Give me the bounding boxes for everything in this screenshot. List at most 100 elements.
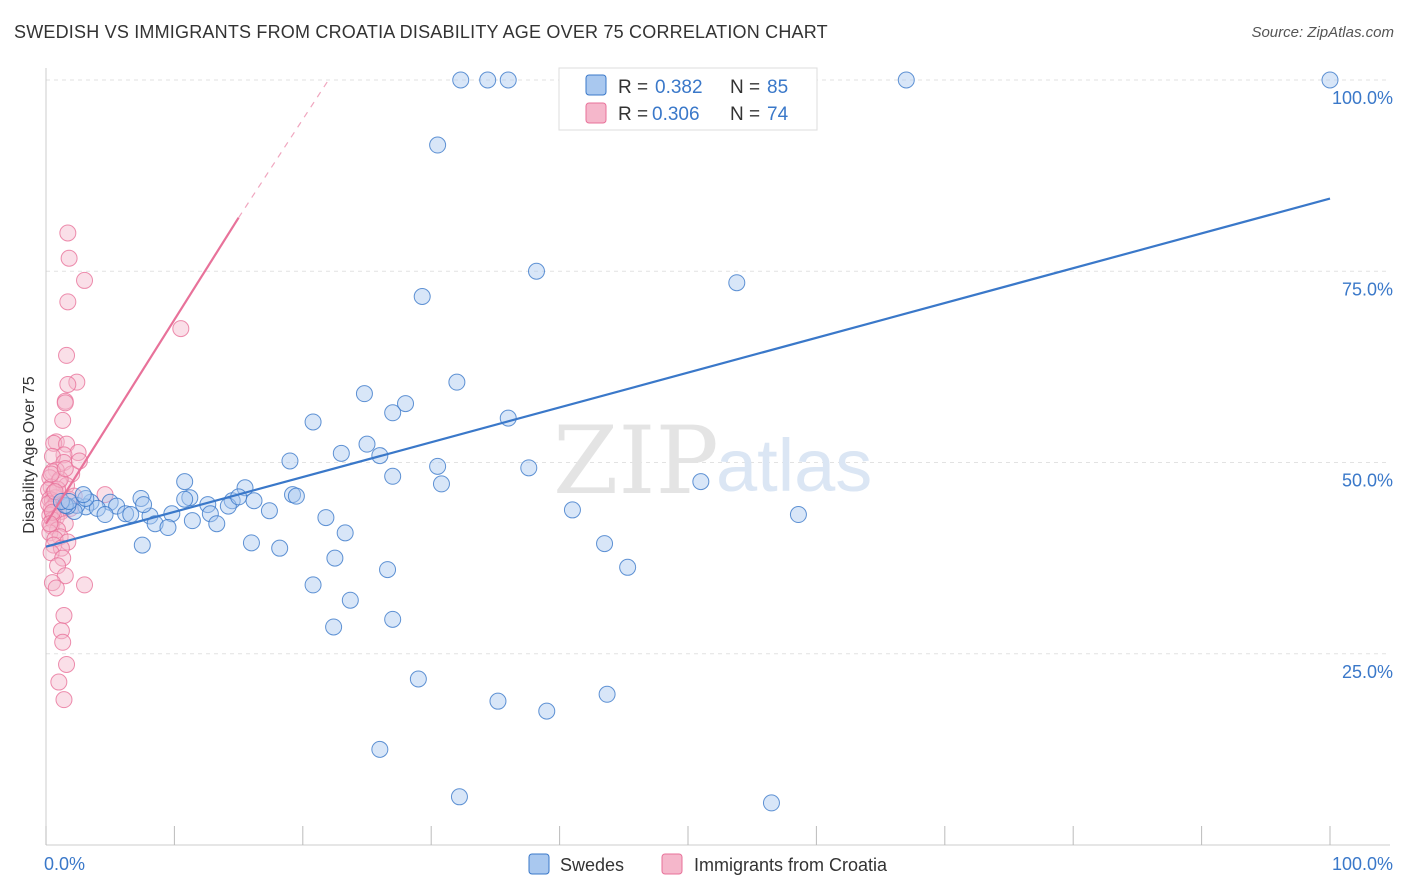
swedes-point — [304, 413, 322, 431]
x-tick-label-max: 100.0% — [1332, 854, 1393, 874]
croatia-point — [69, 444, 87, 462]
swedes-point — [1321, 71, 1339, 89]
croatia-point — [59, 293, 77, 311]
swedes-point — [159, 519, 177, 537]
croatia-point — [54, 411, 72, 429]
stats-legend: R = 0.382 N = 85 R = 0.306 N = 74 — [558, 67, 818, 131]
swedes-point — [201, 505, 219, 523]
swedes-point — [371, 740, 389, 758]
swedes-point — [596, 535, 614, 553]
croatia-point — [46, 483, 64, 501]
swedes-point — [242, 534, 260, 552]
legend-swatch-swedes — [585, 74, 607, 96]
swedes-point — [74, 486, 92, 504]
croatia-point — [47, 579, 65, 597]
swedes-point — [176, 473, 194, 491]
bottom-legend-swatch-croatia — [661, 853, 683, 875]
y-tick-label: 100.0% — [1332, 88, 1393, 108]
swedes-point — [281, 452, 299, 470]
bottom-legend-swatch-swedes — [528, 853, 550, 875]
bottom-legend: Swedes Immigrants from Croatia — [528, 853, 888, 875]
watermark: ZIP atlas — [553, 407, 872, 516]
swedes-point — [183, 512, 201, 530]
legend-swatch-croatia — [585, 102, 607, 124]
y-tick-label: 50.0% — [1342, 471, 1393, 491]
croatia-point — [60, 249, 78, 267]
swedes-point — [450, 788, 468, 806]
swedes-point — [176, 490, 194, 508]
swedes-point — [146, 515, 164, 533]
swedes-point — [135, 496, 153, 514]
swedes-point — [304, 576, 322, 594]
swedes-point — [325, 618, 343, 636]
series-croatia-points — [40, 224, 190, 709]
swedes-point — [789, 506, 807, 524]
croatia-point — [58, 346, 76, 364]
source-label: Source: ZipAtlas.com — [1251, 24, 1394, 41]
legend-n-value-2: 74 — [767, 104, 789, 125]
swedes-point — [287, 487, 305, 505]
swedes-point — [326, 549, 344, 567]
swedes-trend-line — [45, 197, 1331, 548]
gridlines — [46, 79, 1390, 655]
croatia-point — [55, 691, 73, 709]
croatia-point — [45, 434, 63, 452]
legend-r-label-2: R = — [618, 104, 648, 125]
swedes-point — [489, 692, 507, 710]
croatia-point — [76, 271, 94, 289]
croatia-point — [56, 394, 74, 412]
swedes-point — [429, 457, 447, 475]
swedes-point — [358, 435, 376, 453]
swedes-point — [538, 702, 556, 720]
croatia-point — [50, 673, 68, 691]
swedes-point — [384, 467, 402, 485]
swedes-point — [499, 71, 517, 89]
swedes-point — [413, 287, 431, 305]
croatia-point — [76, 576, 94, 594]
swedes-point — [379, 561, 397, 579]
legend-n-label-2: N = — [730, 104, 760, 125]
swedes-point — [692, 473, 710, 491]
swedes-point — [208, 515, 226, 533]
y-tick-label: 25.0% — [1342, 662, 1393, 682]
croatia-point — [58, 655, 76, 673]
legend-r-value-1: 0.382 — [655, 77, 703, 98]
swedes-point — [432, 475, 450, 493]
swedes-point — [448, 373, 466, 391]
swedes-point — [332, 444, 350, 462]
bottom-legend-swedes: Swedes — [560, 855, 624, 875]
watermark-atlas: atlas — [716, 424, 872, 507]
swedes-point — [397, 395, 415, 413]
swedes-point — [117, 505, 135, 523]
legend-n-value-1: 85 — [767, 77, 788, 98]
tick-labels: 25.0% 50.0% 75.0% 100.0% 0.0% 100.0% — [44, 88, 1393, 874]
croatia-point — [54, 633, 72, 651]
swedes-point — [96, 506, 114, 524]
croatia-point — [42, 465, 60, 483]
swedes-point — [384, 404, 402, 422]
croatia-point — [58, 435, 76, 453]
croatia-trend-extension — [238, 79, 329, 219]
x-tick-label-min: 0.0% — [44, 854, 85, 874]
swedes-point — [479, 71, 497, 89]
swedes-point — [341, 591, 359, 609]
legend-r-label-1: R = — [618, 77, 648, 98]
croatia-point — [172, 320, 190, 338]
swedes-point — [429, 136, 447, 154]
swedes-point — [619, 558, 637, 576]
swedes-point — [384, 610, 402, 628]
croatia-trend-line — [45, 217, 240, 525]
swedes-point — [355, 385, 373, 403]
watermark-zip: ZIP — [553, 407, 719, 516]
swedes-point — [728, 274, 746, 292]
y-tick-label: 75.0% — [1342, 279, 1393, 299]
croatia-point — [59, 224, 77, 242]
legend-r-value-2: 0.306 — [652, 104, 700, 125]
swedes-point — [260, 502, 278, 520]
swedes-point — [452, 71, 470, 89]
swedes-point — [598, 685, 616, 703]
swedes-point — [245, 492, 263, 510]
swedes-point — [133, 536, 151, 554]
swedes-point — [762, 794, 780, 812]
